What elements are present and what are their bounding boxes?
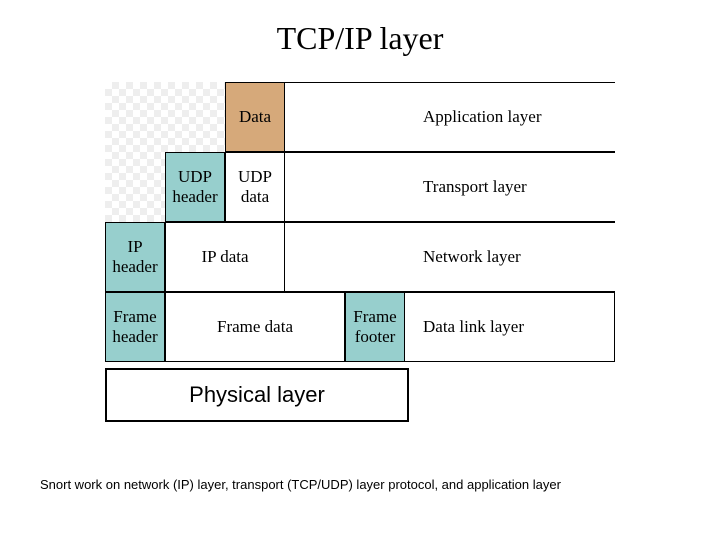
diagram-cell: [285, 82, 405, 152]
layer-label: Transport layer: [405, 152, 615, 222]
diagram-cell: IP data: [165, 222, 285, 292]
diagram-row: UDP headerUDP data Transport layer: [105, 152, 615, 222]
diagram-cell: UDP data: [225, 152, 285, 222]
diagram-row: IP headerIP data Network layer: [105, 222, 615, 292]
diagram-cell: Data: [225, 82, 285, 152]
diagram-cell: [285, 222, 405, 292]
diagram-cell: Frame footer: [345, 292, 405, 362]
physical-layer-box: Physical layer: [105, 368, 409, 422]
footnote-text: Snort work on network (IP) layer, transp…: [40, 477, 680, 492]
diagram-cell: IP header: [105, 222, 165, 292]
diagram-row: Frame headerFrame dataFrame footerData l…: [105, 292, 615, 362]
diagram-row: Data Application layer: [105, 82, 615, 152]
layer-label: Data link layer: [405, 292, 615, 362]
page-title: TCP/IP layer: [40, 20, 680, 57]
diagram-cell: [105, 152, 165, 222]
diagram-cell: Frame header: [105, 292, 165, 362]
layer-label: Application layer: [405, 82, 615, 152]
diagram-container: Data Application layer UDP headerUDP data T…: [105, 82, 615, 422]
diagram-cell: [285, 152, 405, 222]
diagram-cell: UDP header: [165, 152, 225, 222]
rows-container: Data Application layer UDP headerUDP data T…: [105, 82, 615, 362]
layer-label: Network layer: [405, 222, 615, 292]
diagram-cell: Frame data: [165, 292, 345, 362]
diagram-cell: [105, 82, 225, 152]
